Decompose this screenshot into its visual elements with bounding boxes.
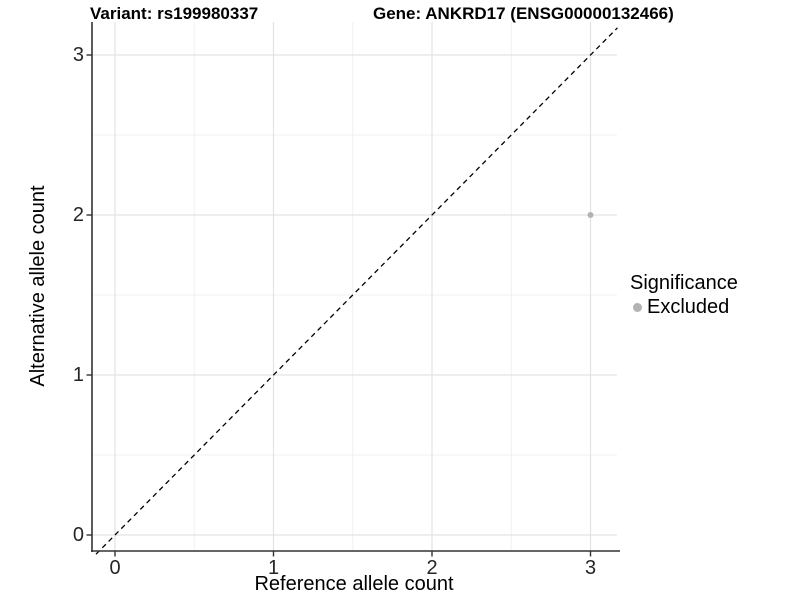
x-tick-label: 3 (584, 557, 597, 579)
legend-key-dot-icon (633, 303, 642, 312)
plot-title-gene: Gene: ANKRD17 (ENSG00000132466) (373, 4, 674, 23)
x-tick-label: 0 (109, 557, 121, 579)
legend: Significance Excluded (630, 272, 738, 319)
y-axis-title: Alternative allele count (27, 185, 49, 387)
plot-title-variant: Variant: rs199980337 (90, 4, 259, 23)
x-tick-label: 2 (426, 557, 438, 579)
identity-reference-line (95, 27, 618, 555)
legend-title: Significance (630, 272, 738, 294)
legend-entry-label: Excluded (647, 296, 730, 318)
x-tick-label: 1 (267, 557, 280, 579)
y-tick-label: 1 (72, 364, 84, 386)
y-tick-label: 3 (72, 44, 84, 66)
x-axis-title: Reference allele count (254, 573, 454, 595)
legend-entry-excluded: Excluded (633, 296, 738, 319)
y-tick-label: 2 (72, 204, 84, 226)
y-tick-label: 0 (72, 524, 84, 546)
data-point (587, 212, 594, 218)
